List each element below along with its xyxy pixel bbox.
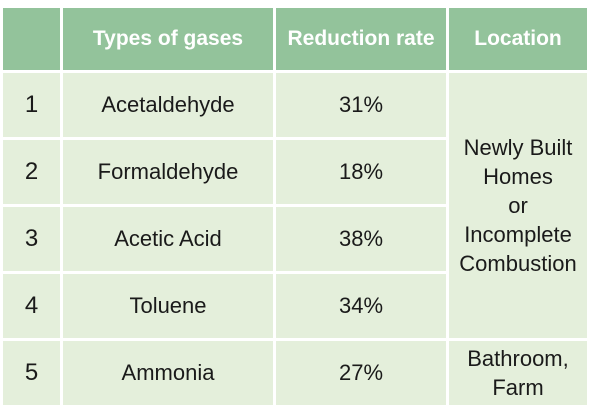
location-line: Newly Built (463, 135, 573, 160)
reduction-rate: 34% (276, 274, 446, 338)
table-body: 1 Acetaldehyde 31% Newly Built Homes or Incomp… (3, 73, 587, 405)
table-row: 4 Toluene 34% (3, 274, 587, 338)
location-line: Bathroom, (467, 346, 569, 371)
location-line: Homes (483, 164, 553, 189)
row-number: 1 (3, 73, 60, 137)
location-line: or (508, 193, 528, 218)
table-row: 3 Acetic Acid 38% (3, 207, 587, 271)
header-cell: Reduction rate (276, 8, 446, 70)
reduction-rate: 38% (276, 207, 446, 271)
reduction-rate: 31% (276, 73, 446, 137)
header-cell (3, 8, 60, 70)
table-row: 5 Ammonia 27% Bathroom, Farm (3, 341, 587, 405)
reduction-rate: 27% (276, 341, 446, 405)
location-line: Combustion (459, 251, 577, 276)
reduction-rate: 18% (276, 140, 446, 204)
row-number: 5 (3, 341, 60, 405)
table-row: 1 Acetaldehyde 31% Newly Built Homes or Incomp… (3, 73, 587, 338)
row-number: 2 (3, 140, 60, 204)
table-row: 2 Formaldehyde 18% (3, 140, 587, 204)
header-cell: Location (449, 8, 587, 70)
row-number: 4 (3, 274, 60, 338)
location-line: Farm (492, 375, 544, 400)
gas-name: Formaldehyde (63, 140, 273, 204)
row-number: 3 (3, 207, 60, 271)
header-row: Types of gases Reduction rate Location (3, 8, 587, 70)
location-line: Incomplete (464, 222, 572, 247)
page: Types of gases Reduction rate Location 1 Ac… (0, 5, 592, 417)
gas-name: Toluene (63, 274, 273, 338)
location-cell: Bathroom, Farm (449, 341, 587, 405)
location-cell: Newly Built Homes or Incomplete Combustion (449, 73, 587, 338)
gas-name: Acetic Acid (63, 207, 273, 271)
gas-name: Ammonia (63, 341, 273, 405)
gas-name: Acetaldehyde (63, 73, 273, 137)
header-cell: Types of gases (63, 8, 273, 70)
gas-table: Types of gases Reduction rate Location 1 Ac… (0, 5, 590, 408)
